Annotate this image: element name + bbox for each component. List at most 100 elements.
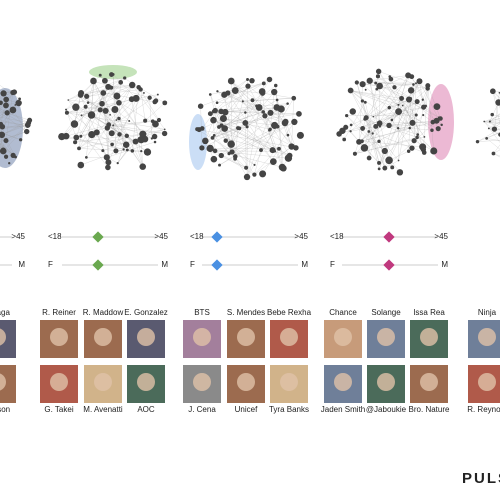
- network-edge: [379, 122, 413, 127]
- network-edge: [384, 120, 437, 169]
- network-node: [79, 134, 83, 138]
- profile-face: [0, 373, 6, 391]
- network-node: [115, 119, 118, 121]
- network-node: [109, 85, 114, 90]
- network-node: [128, 81, 136, 89]
- profile-name: M. Avenatti: [83, 405, 123, 414]
- network-edge: [227, 92, 257, 106]
- network-node: [77, 146, 81, 151]
- network-edge: [221, 113, 299, 126]
- network-node: [259, 148, 263, 152]
- network-edge: [1, 134, 14, 156]
- network-node: [396, 127, 400, 130]
- network-edge: [0, 112, 8, 151]
- profile-face: [377, 373, 395, 391]
- network-edge: [205, 127, 239, 142]
- network-node: [208, 93, 212, 96]
- slider-handle: [211, 259, 223, 271]
- network-node: [425, 83, 431, 89]
- network-edge: [221, 107, 277, 126]
- network-node: [0, 100, 3, 106]
- network-node: [495, 99, 500, 106]
- profile-face: [237, 373, 255, 391]
- network-edge: [492, 91, 500, 125]
- network-edge: [493, 153, 500, 158]
- network-edge: [411, 76, 426, 107]
- network-node: [197, 103, 204, 109]
- network-node: [271, 88, 278, 96]
- network-node: [373, 123, 379, 129]
- network-node: [116, 99, 122, 106]
- network-edge: [218, 111, 264, 128]
- network-node: [352, 151, 357, 156]
- network-edge: [489, 102, 499, 122]
- network-node: [65, 108, 68, 111]
- network-node: [196, 127, 202, 133]
- network-node: [253, 163, 256, 166]
- network-node: [243, 173, 251, 181]
- network-node: [242, 120, 249, 126]
- network-edge: [484, 115, 500, 122]
- network-edge: [224, 112, 246, 129]
- profile-face: [377, 328, 395, 346]
- profile-face: [420, 373, 438, 391]
- network-node: [83, 104, 88, 109]
- network-edge: [417, 134, 434, 152]
- network-edge: [5, 92, 14, 141]
- network-node: [399, 95, 405, 101]
- network-node: [210, 116, 217, 124]
- profile-name: Chance: [329, 308, 357, 317]
- network-edge: [489, 118, 500, 122]
- network-edge: [339, 107, 424, 135]
- network-node: [162, 100, 168, 106]
- network-edge: [0, 85, 20, 99]
- network-node: [491, 151, 496, 156]
- network-edge: [227, 79, 248, 94]
- network-node: [116, 162, 119, 165]
- network-node: [491, 126, 498, 132]
- network-node: [378, 125, 382, 128]
- network-edge: [1, 122, 29, 135]
- network-node: [231, 87, 239, 94]
- network-edge: [350, 90, 403, 106]
- network-edge: [484, 121, 500, 124]
- network-node: [244, 111, 247, 114]
- network-node: [244, 165, 249, 170]
- network-edge: [264, 115, 284, 169]
- network-node: [8, 162, 11, 165]
- network-edge: [219, 121, 295, 166]
- network-node: [211, 109, 216, 114]
- network-node: [258, 88, 266, 95]
- network-node: [339, 127, 346, 134]
- network-node: [124, 133, 129, 139]
- network-node: [245, 83, 251, 89]
- network-edge: [66, 124, 109, 137]
- network-edge: [427, 85, 441, 119]
- slider-label: >45: [11, 232, 25, 241]
- network-node: [376, 120, 383, 127]
- network-edge: [205, 120, 214, 141]
- network-node: [415, 82, 417, 85]
- network-node: [372, 115, 375, 118]
- brand: PULS: [462, 470, 500, 487]
- network-edge: [0, 142, 16, 158]
- network-edge: [118, 102, 124, 150]
- network-node: [152, 120, 159, 128]
- network-edge: [364, 118, 399, 161]
- network-edge: [350, 90, 376, 127]
- network-edge: [94, 81, 150, 98]
- profile-name: R. Maddow: [83, 308, 124, 317]
- profile-name: G. Takei: [44, 405, 73, 414]
- network-node: [58, 132, 66, 141]
- network-node: [210, 136, 215, 140]
- network-node: [136, 84, 141, 90]
- network-node: [93, 129, 100, 136]
- network-edge: [85, 84, 133, 107]
- network-edge: [217, 79, 270, 103]
- network-node: [163, 128, 166, 131]
- network-node: [147, 95, 152, 100]
- network-edge: [362, 84, 434, 152]
- network-node: [392, 85, 397, 90]
- network-node: [212, 133, 216, 137]
- network-node: [199, 145, 205, 151]
